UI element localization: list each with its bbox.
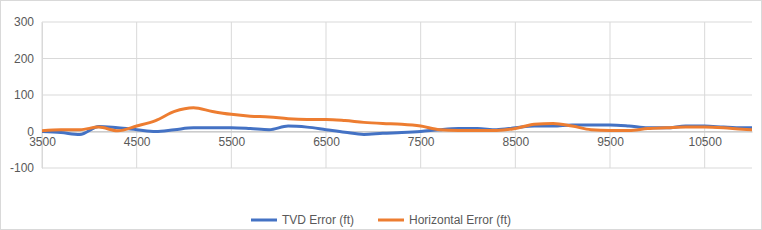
x-tick-label: 4500 (124, 135, 151, 149)
legend-item: Horizontal Error (ft) (378, 213, 511, 227)
chart-border (1, 1, 762, 230)
grid-line-y (42, 95, 752, 96)
y-tick: 200 (14, 52, 42, 66)
x-tick: 5500 (218, 132, 245, 150)
y-tick-label: 200 (14, 52, 34, 66)
x-tick: 7500 (408, 132, 435, 150)
y-tick-label: 300 (14, 15, 34, 29)
chart: -100010020030035004500550065007500850095… (0, 0, 762, 230)
x-tick-label: 5500 (218, 135, 245, 149)
legend: TVD Error (ft) Horizontal Error (ft) (251, 213, 511, 227)
y-tick: 100 (14, 88, 42, 102)
legend-swatch (378, 219, 404, 222)
y-tick: -100 (10, 161, 42, 175)
grid-line-y (42, 22, 752, 23)
x-tick-label: 7500 (408, 135, 435, 149)
y-tick-label: 100 (14, 88, 34, 102)
x-tick: 4500 (124, 132, 151, 150)
x-tick: 8500 (502, 132, 529, 150)
legend-item: TVD Error (ft) (251, 213, 354, 227)
x-tick: 10500 (688, 132, 722, 150)
y-axis: -1000100200300 (10, 15, 43, 175)
x-tick-label: 8500 (502, 135, 529, 149)
legend-label: Horizontal Error (ft) (409, 213, 511, 227)
plot-area (42, 108, 752, 135)
x-tick-label: 9500 (597, 135, 624, 149)
x-tick-label: 6500 (313, 135, 340, 149)
x-tick: 3500 (29, 132, 56, 150)
grid-line-y (42, 58, 752, 59)
legend-swatch (251, 219, 277, 222)
grid (42, 22, 752, 168)
legend-label: TVD Error (ft) (282, 213, 354, 227)
x-tick-label: 10500 (688, 135, 722, 149)
x-tick: 9500 (597, 132, 624, 150)
y-tick-label: -100 (10, 161, 34, 175)
x-tick-label: 3500 (29, 135, 56, 149)
y-tick: 300 (14, 15, 42, 29)
x-tick: 6500 (313, 132, 340, 150)
grid-line-y (42, 168, 752, 169)
series-line (42, 108, 752, 131)
